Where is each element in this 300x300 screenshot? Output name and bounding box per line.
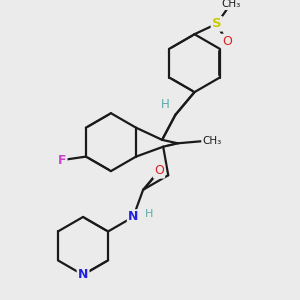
Text: N: N [78, 268, 88, 281]
Text: H: H [145, 209, 153, 219]
Text: F: F [58, 154, 66, 166]
Text: H: H [161, 98, 170, 111]
Text: S: S [212, 17, 222, 30]
Text: N: N [128, 210, 138, 224]
Text: CH₃: CH₃ [221, 0, 241, 9]
Text: CH₃: CH₃ [202, 136, 222, 146]
Text: O: O [222, 35, 232, 48]
Text: O: O [154, 164, 164, 177]
